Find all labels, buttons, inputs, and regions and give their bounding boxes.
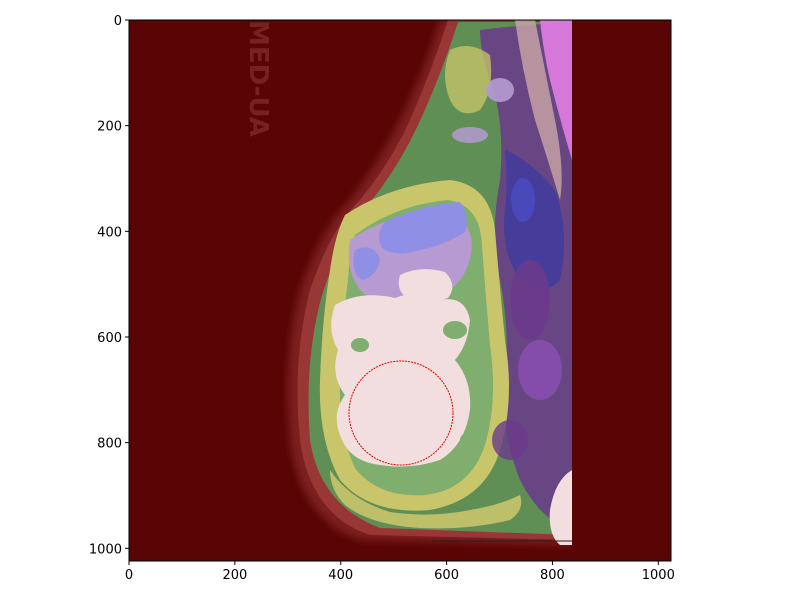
tissue-edge-blob xyxy=(549,470,572,545)
tissue-green-patch xyxy=(443,321,467,339)
tissue-blue-region xyxy=(379,202,467,254)
tissue-pale-region xyxy=(331,293,471,467)
y-axis: 0 200 400 600 800 1000 xyxy=(89,14,129,557)
y-tick-label: 0 xyxy=(114,14,122,29)
x-axis: 0 200 400 600 800 1000 xyxy=(125,561,675,583)
x-tick-label: 400 xyxy=(328,568,353,583)
x-tick-label: 800 xyxy=(540,568,565,583)
image-panel: MED-UA xyxy=(129,20,671,561)
tissue-lower-yellow xyxy=(330,470,522,529)
tissue-purple-blob xyxy=(518,340,562,400)
specimen-label: MED-UA xyxy=(243,20,273,137)
axes-frame xyxy=(128,19,672,562)
x-tick-label: 1000 xyxy=(642,568,675,583)
marker-circle xyxy=(348,360,454,466)
tissue-green-patch xyxy=(351,338,369,352)
tissue-lavender-blob xyxy=(452,127,488,143)
tissue-green-patch xyxy=(460,432,480,448)
tissue-pale-upper xyxy=(398,269,453,303)
image-right-panel xyxy=(572,20,671,561)
tissue-tan-strip xyxy=(515,20,562,200)
tissue-blue-blob xyxy=(511,178,535,222)
x-tick-label: 200 xyxy=(222,568,247,583)
y-tick-label: 600 xyxy=(97,331,122,346)
y-tick-label: 400 xyxy=(97,225,122,240)
x-tick-label: 0 xyxy=(125,568,133,583)
tissue-blue-blob xyxy=(353,247,380,280)
tissue-lavender-blob xyxy=(486,78,514,102)
y-tick-label: 800 xyxy=(97,437,122,452)
tissue-pink-strip xyxy=(540,20,572,160)
y-tick-label: 200 xyxy=(97,120,122,135)
tissue-upper-yellow xyxy=(445,46,492,114)
y-tick-label: 1000 xyxy=(89,542,122,557)
tissue-purple-blob xyxy=(510,260,550,340)
specimen-label-text: MED-UA xyxy=(243,20,273,137)
tissue-purple-blob xyxy=(492,420,528,460)
x-tick-label: 600 xyxy=(434,568,459,583)
